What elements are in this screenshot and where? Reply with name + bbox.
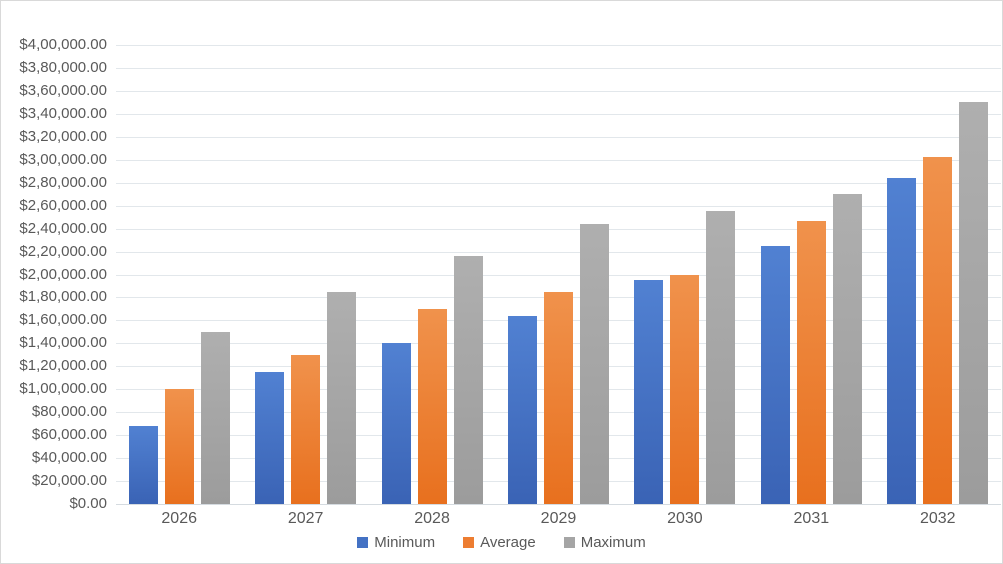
bar-minimum-2030: [634, 280, 664, 504]
y-axis-tick-label: $3,60,000.00: [19, 81, 107, 99]
bar-minimum-2027: [255, 372, 285, 504]
bar-average-2027: [291, 354, 321, 504]
gridline: [116, 251, 1001, 253]
y-axis-tick-label: $0.00: [69, 495, 107, 512]
bars-row: [116, 45, 1001, 504]
y-axis-tick-label: $1,20,000.00: [19, 357, 107, 375]
legend-swatch-minimum-icon: [357, 537, 369, 548]
bar-group-2029: [495, 45, 621, 504]
gridline: [116, 113, 1001, 115]
bar-minimum-2026: [128, 425, 158, 504]
y-axis-tick-label: $1,00,000.00: [19, 380, 107, 398]
x-axis-tick-label-2032: 2032: [919, 510, 956, 527]
y-axis-tick-label: $2,40,000.00: [19, 219, 107, 237]
bar-average-2029: [543, 291, 573, 504]
legend-item-minimum: Minimum: [357, 534, 435, 551]
bar-group-2027: [242, 45, 368, 504]
y-axis-tick-label: $4,00,000.00: [19, 36, 107, 53]
legend-item-maximum: Maximum: [563, 534, 646, 551]
bar-maximum-2026: [200, 331, 230, 504]
bar-group-2028: [369, 45, 495, 504]
bar-average-2028: [417, 308, 447, 504]
legend-swatch-maximum-icon: [563, 537, 575, 548]
y-axis-tick-label: $80,000.00: [31, 403, 107, 421]
legend-label-maximum: Maximum: [580, 534, 646, 551]
legend-swatch-average-icon: [463, 537, 475, 548]
gridline: [116, 67, 1001, 69]
gridline: [116, 159, 1001, 161]
bar-minimum-2031: [760, 245, 790, 504]
y-axis-tick-label: $60,000.00: [31, 426, 107, 444]
bar-average-2031: [796, 220, 826, 504]
y-axis-tick-label: $1,80,000.00: [19, 288, 107, 306]
bar-minimum-2032: [887, 178, 917, 504]
bar-group-2032: [875, 45, 1001, 504]
gridline: [116, 45, 1001, 46]
gridline: [116, 228, 1001, 230]
y-axis-tick-label: $2,20,000.00: [19, 242, 107, 260]
gridline: [116, 274, 1001, 276]
y-axis-tick-label: $40,000.00: [31, 449, 107, 467]
x-axis-tick-label-2028: 2028: [414, 510, 450, 527]
y-axis-labels: $4,00,000.00 $3,80,000.00 $3,60,000.00 $3,4…: [1, 36, 107, 512]
y-axis-tick-label: $3,40,000.00: [19, 104, 107, 122]
x-axis-line: [116, 504, 1001, 505]
bar-maximum-2028: [453, 256, 483, 504]
y-axis-tick-label: $3,00,000.00: [19, 150, 107, 168]
y-axis-tick-label: $20,000.00: [31, 472, 107, 490]
bar-maximum-2029: [579, 224, 609, 504]
x-axis-tick-label-2031: 2031: [793, 510, 830, 527]
x-axis-tick-label-2029: 2029: [540, 510, 577, 527]
bar-average-2026: [164, 389, 194, 504]
y-axis-tick-label: $2,60,000.00: [19, 196, 107, 214]
y-axis-tick-label: $3,80,000.00: [19, 58, 107, 76]
bar-group-2030: [622, 45, 748, 504]
legend-item-average: Average: [463, 534, 536, 551]
y-axis-tick-label: $3,20,000.00: [19, 127, 107, 145]
bar-average-2030: [670, 274, 700, 504]
bar-group-2026: [116, 45, 242, 504]
y-axis-tick-label: $1,60,000.00: [19, 311, 107, 329]
bar-maximum-2027: [327, 291, 357, 504]
gridline: [116, 136, 1001, 138]
bar-minimum-2029: [507, 315, 537, 504]
bar-minimum-2028: [381, 343, 411, 504]
bar-average-2032: [923, 157, 953, 504]
x-axis-labels: 2026 2027 2028 2029 2030 2031 2032: [116, 510, 1001, 528]
gridline: [116, 90, 1001, 92]
bar-maximum-2030: [706, 211, 736, 504]
y-axis-tick-label: $2,00,000.00: [19, 265, 107, 283]
bar-maximum-2031: [832, 194, 862, 504]
y-axis-tick-label: $1,40,000.00: [19, 334, 107, 352]
x-axis-tick-label-2030: 2030: [667, 510, 703, 527]
legend: Minimum Average Maximum: [1, 534, 1002, 551]
bar-maximum-2032: [959, 102, 989, 504]
x-axis-tick-label-2027: 2027: [287, 510, 324, 527]
gridline: [116, 205, 1001, 207]
y-axis-tick-label: $2,80,000.00: [19, 173, 107, 191]
x-axis-tick-label-2026: 2026: [161, 510, 197, 527]
bar-group-2031: [748, 45, 874, 504]
legend-label-minimum: Minimum: [374, 534, 436, 551]
plot-area: [116, 45, 1001, 505]
gridline: [116, 182, 1001, 184]
legend-label-average: Average: [480, 534, 536, 551]
